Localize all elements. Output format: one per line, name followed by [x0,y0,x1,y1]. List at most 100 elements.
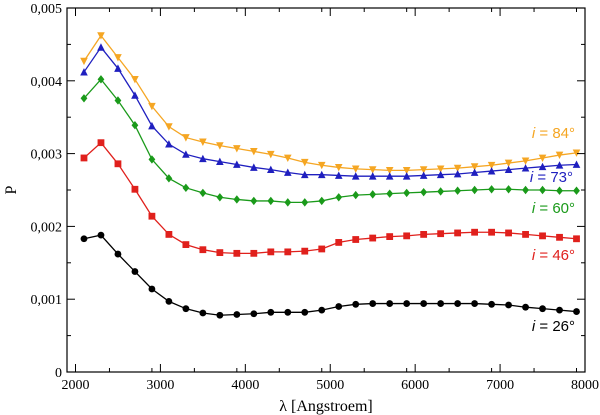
series-layer [80,32,581,319]
data-point [488,300,495,308]
y-tick-label: 0,004 [31,75,63,90]
series-3 [80,139,580,257]
data-point [250,163,258,171]
data-point [216,193,224,202]
data-point [80,94,88,103]
series-label-value: = 26° [535,318,575,335]
data-point [505,301,512,309]
series-label: i = 26° [532,318,575,335]
data-point [284,198,292,207]
data-point [300,170,309,179]
data-point [555,161,564,169]
data-point [131,121,139,130]
data-point [471,300,479,307]
data-point [182,183,190,193]
data-point [471,228,479,236]
data-point [300,158,309,167]
data-point [505,229,512,237]
data-point [131,91,139,99]
data-point [522,231,529,238]
data-point [573,308,580,315]
x-axis-title: λ [Angstroem] [279,398,373,415]
data-point [420,300,428,307]
data-point [403,300,411,307]
series-label-value: = 60° [535,200,575,217]
data-point [351,172,360,180]
data-point [539,232,546,240]
data-point [216,249,224,257]
data-point [556,233,563,241]
labels-layer: i = 84°i = 73°i = 60°i = 46°i = 26° [530,125,575,335]
data-point [301,247,309,255]
series-1 [80,43,581,180]
data-point [334,164,343,172]
data-point [199,246,207,254]
y-tick-label: 0,002 [31,220,63,235]
y-tick-label: 0,001 [31,293,63,308]
data-point [335,239,343,246]
data-point [182,241,190,248]
data-point [368,166,377,174]
data-point [114,64,122,72]
x-tick-label: 8000 [571,378,599,393]
data-point [352,300,360,308]
data-point [267,196,275,206]
data-point [165,174,173,183]
x-tick-label: 5000 [316,378,344,393]
series-label: i = 73° [530,169,573,186]
data-point [454,229,462,237]
data-point [199,154,207,163]
data-point [436,170,445,179]
data-point [233,145,241,153]
series-0 [80,32,581,175]
data-point [538,162,547,171]
data-point [148,121,156,130]
series-label-value: = 84° [535,125,575,142]
data-point [453,169,462,178]
data-point [386,300,394,307]
data-point [352,190,360,200]
x-tick-label: 6000 [401,378,429,393]
data-point [233,160,241,168]
x-tick-label: 2000 [61,378,89,393]
data-point [471,185,479,195]
series-label-var: i [532,200,536,217]
data-point [199,188,207,198]
data-point [267,165,275,174]
data-point [114,250,122,258]
series-label-var: i [530,169,534,186]
series-label-value: = 73° [533,169,573,186]
data-point [556,306,563,314]
data-point [403,188,411,198]
data-point [80,57,88,66]
data-point [97,139,105,147]
data-point [487,167,496,175]
data-point [420,187,428,197]
data-point [165,123,173,131]
data-point [385,166,394,175]
data-point [556,186,563,195]
data-point [386,189,394,198]
series-4 [80,231,580,319]
data-point [420,231,428,238]
series-line [83,234,577,316]
data-point [97,231,105,239]
y-tick-label: 0,003 [31,148,63,163]
y-tick-label: 0,005 [31,2,63,17]
series-label: i = 84° [532,125,575,142]
data-point [267,308,275,316]
data-point [283,154,292,162]
data-point [555,151,564,160]
data-point [369,234,377,242]
data-point [470,168,479,176]
x-tick-label: 3000 [146,378,174,393]
data-point [352,236,360,243]
data-point [573,235,580,243]
series-label-var: i [532,318,536,335]
data-point [334,171,343,179]
series-line [83,46,577,177]
data-point [182,150,190,158]
data-point [369,300,377,307]
data-point [317,170,326,179]
data-point [114,96,122,105]
